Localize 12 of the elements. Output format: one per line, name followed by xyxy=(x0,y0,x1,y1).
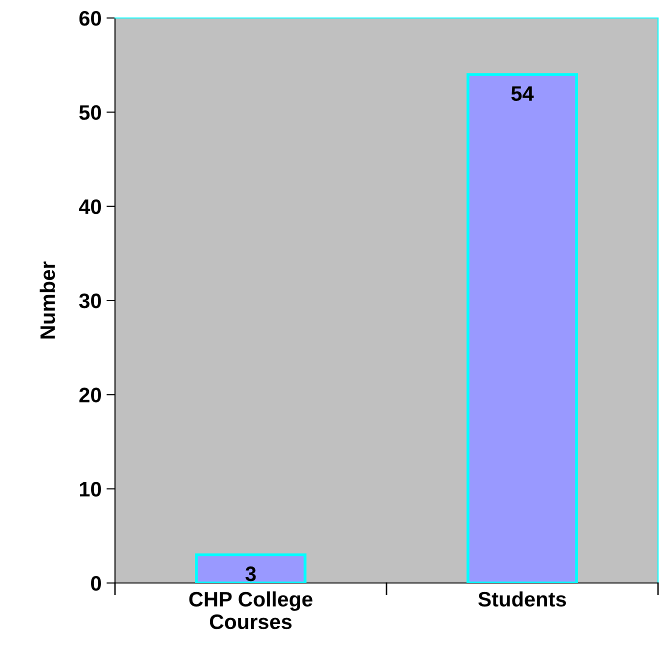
y-axis-title: Number xyxy=(40,261,56,338)
x-tick-label: CHP College Courses xyxy=(189,591,312,630)
y-tick-label: 60 xyxy=(79,11,101,26)
y-tick-label: 50 xyxy=(79,105,101,120)
y-tick-label: 40 xyxy=(78,199,101,214)
data-label: 54 xyxy=(511,86,534,101)
y-tick-label: 30 xyxy=(79,294,101,308)
y-tick-label: 20 xyxy=(79,388,101,402)
y-tick-label: 0 xyxy=(91,576,101,591)
x-tick-label: Students xyxy=(478,591,566,607)
data-label: 3 xyxy=(245,566,256,582)
y-tick-label: 10 xyxy=(80,482,101,497)
